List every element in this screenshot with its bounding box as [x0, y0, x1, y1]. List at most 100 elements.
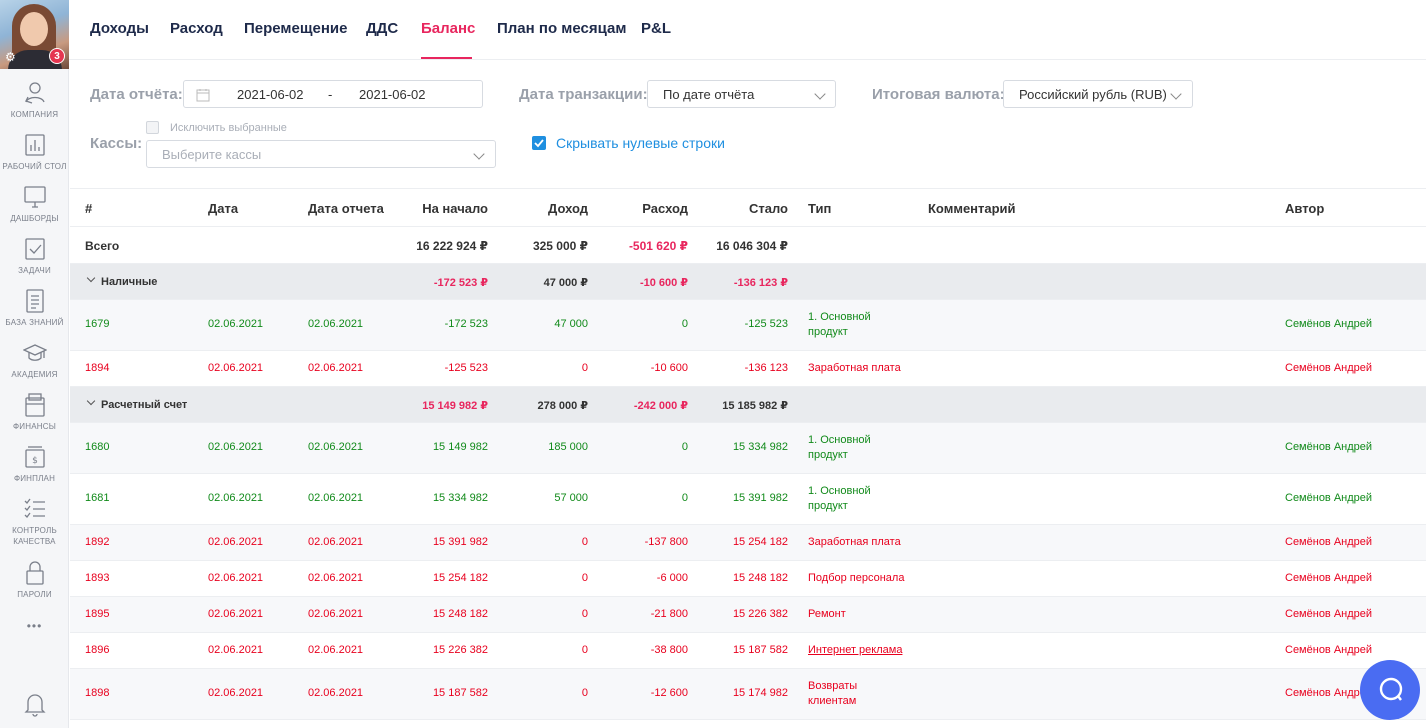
tab-monthly-plan[interactable]: План по месяцам [497, 20, 627, 37]
table-row[interactable]: 1680 02.06.2021 02.06.2021 15 149 982 185 00… [70, 423, 1426, 474]
row-date: 02.06.2021 [208, 536, 264, 548]
row-type[interactable]: 1. Основной [808, 485, 871, 497]
tab-dds[interactable]: ДДС [366, 20, 399, 37]
header-date: Дата [208, 201, 239, 216]
row-id[interactable]: 1680 [85, 441, 110, 453]
row-date: 02.06.2021 [208, 608, 264, 620]
table-row[interactable]: 1892 02.06.2021 02.06.2021 15 391 982 0 -137 … [70, 525, 1426, 561]
tab-income[interactable]: Доходы [90, 20, 149, 37]
monitor-icon [23, 186, 46, 208]
row-id[interactable]: 1895 [85, 608, 110, 620]
group-name: Расчетный счет [101, 399, 188, 411]
row-id[interactable]: 1896 [85, 644, 110, 656]
sidebar-item-tasks[interactable]: ЗАДАЧИ [0, 236, 69, 276]
header-author: Автор [1285, 201, 1325, 216]
checkbox-icon [24, 238, 45, 260]
hide-zero-label[interactable]: Скрывать нулевые строки [556, 135, 725, 151]
row-start: 15 226 382 [432, 644, 488, 656]
exclude-label: Исключить выбранные [170, 122, 287, 134]
row-type[interactable]: 1. Основной [808, 311, 871, 323]
row-author: Семёнов Андрей [1285, 362, 1373, 374]
row-type[interactable]: Заработная плата [808, 362, 901, 374]
sidebar-item-company[interactable]: КОМПАНИЯ [0, 80, 69, 120]
header-start: На начало [422, 201, 488, 216]
row-expense: -10 600 [650, 362, 688, 374]
row-id[interactable]: 1894 [85, 362, 110, 374]
row-type[interactable]: Подбор персонала [808, 572, 905, 584]
company-icon [24, 82, 45, 104]
chat-button[interactable] [1360, 660, 1420, 720]
sidebar-label-2: КАЧЕСТВА [13, 537, 56, 546]
table-row[interactable]: 1894 02.06.2021 02.06.2021 -125 523 0 -10 600… [70, 351, 1426, 387]
sidebar-item-desktop[interactable]: РАБОЧИЙ СТОЛ [0, 132, 69, 172]
date-from[interactable]: 2021-06-02 [237, 87, 304, 102]
sidebar-item-academy[interactable]: АКАДЕМИЯ [0, 340, 69, 380]
row-author: Семёнов Андрей [1285, 492, 1373, 504]
row-id[interactable]: 1679 [85, 318, 110, 330]
total-label: Всего [85, 239, 120, 253]
date-to[interactable]: 2021-06-02 [359, 87, 426, 102]
row-date: 02.06.2021 [208, 644, 264, 656]
row-type[interactable]: Интернет реклама [808, 644, 903, 656]
sidebar-item-finance[interactable]: ФИНАНСЫ [0, 392, 69, 432]
avatar[interactable]: ⚙ 3 [0, 0, 69, 69]
sidebar-item-knowledge-base[interactable]: БАЗА ЗНАНИЙ [0, 288, 69, 328]
chevron-down-icon [814, 88, 826, 100]
kassy-select[interactable]: Выберите кассы [146, 140, 496, 168]
lock-icon [25, 561, 44, 585]
row-type[interactable]: 1. Основной [808, 434, 871, 446]
sidebar-item-passwords[interactable]: ПАРОЛИ [0, 560, 69, 600]
group-row[interactable]: Расчетный счет 15 149 982 ₽ 278 000 ₽ -242 … [70, 387, 1426, 423]
row-report-date: 02.06.2021 [308, 536, 364, 548]
row-type[interactable]: Заработная плата [808, 536, 901, 548]
row-type[interactable]: Возвраты [808, 680, 858, 692]
row-report-date: 02.06.2021 [308, 492, 364, 504]
row-id[interactable]: 1892 [85, 536, 110, 548]
row-end: -136 123 [744, 362, 788, 374]
tab-balance[interactable]: Баланс [421, 20, 476, 37]
sidebar: ⚙ 3 КОМПАНИЯ РАБОЧИЙ СТОЛ ДАШБОРДЫ ЗАДАЧ… [0, 0, 69, 728]
row-report-date: 02.06.2021 [308, 572, 364, 584]
row-expense: -137 800 [644, 536, 688, 548]
table-row[interactable]: 1679 02.06.2021 02.06.2021 -172 523 47 000 0 -… [70, 300, 1426, 351]
checklist-icon [24, 498, 45, 518]
more-icon[interactable]: ••• [26, 619, 43, 633]
table-row[interactable]: 1898 02.06.2021 02.06.2021 15 187 582 0 -12 6… [70, 669, 1426, 720]
table-row[interactable]: 1681 02.06.2021 02.06.2021 15 334 982 57 000… [70, 474, 1426, 525]
transaction-date-select[interactable]: По дате отчёта [647, 80, 836, 108]
row-id[interactable]: 1898 [85, 687, 110, 699]
table-row[interactable]: 1895 02.06.2021 02.06.2021 15 248 182 0 -21 8… [70, 597, 1426, 633]
sidebar-item-dashboards[interactable]: ДАШБОРДЫ [0, 184, 69, 224]
group-expense: -242 000 ₽ [633, 400, 688, 412]
row-id[interactable]: 1893 [85, 572, 110, 584]
row-type-line2: клиентам [808, 695, 857, 707]
row-start: 15 391 982 [432, 536, 488, 548]
currency-select[interactable]: Российский рубль (RUB) [1003, 80, 1193, 108]
sidebar-item-quality-control[interactable]: КОНТРОЛЬ КАЧЕСТВА [0, 496, 69, 547]
table-row[interactable]: 1896 02.06.2021 02.06.2021 15 226 382 0 -38 8… [70, 633, 1426, 669]
row-id[interactable]: 1681 [85, 492, 110, 504]
total-row: Всего 16 222 924 ₽ 325 000 ₽ -501 620 ₽ 16 0… [70, 227, 1426, 264]
tab-pnl[interactable]: P&L [641, 20, 671, 37]
tab-expense[interactable]: Расход [170, 20, 223, 37]
chevron-down-icon[interactable] [86, 273, 96, 283]
tab-transfer[interactable]: Перемещение [244, 20, 348, 37]
sidebar-label: РАБОЧИЙ СТОЛ [2, 162, 67, 171]
row-report-date: 02.06.2021 [308, 318, 364, 330]
sidebar-label: ЗАДАЧИ [18, 266, 51, 275]
row-type[interactable]: Ремонт [808, 608, 846, 620]
group-expense: -10 600 ₽ [639, 277, 688, 289]
bell-icon[interactable] [0, 690, 69, 718]
exclude-checkbox[interactable] [146, 121, 159, 134]
group-row[interactable]: Наличные -172 523 ₽ 47 000 ₽ -10 600 ₽ -136 … [70, 264, 1426, 300]
row-author: Семёнов Андрей [1285, 572, 1373, 584]
chevron-down-icon[interactable] [86, 396, 96, 406]
hide-zero-checkbox[interactable] [532, 136, 546, 150]
table-row[interactable]: 1893 02.06.2021 02.06.2021 15 254 182 0 -6 00… [70, 561, 1426, 597]
gear-icon[interactable]: ⚙ [5, 50, 16, 64]
row-report-date: 02.06.2021 [308, 687, 364, 699]
sidebar-item-finplan[interactable]: $ ФИНПЛАН [0, 444, 69, 484]
date-range-picker[interactable]: 2021-06-02 - 2021-06-02 [183, 80, 483, 108]
sidebar-label: ФИНПЛАН [13, 474, 56, 483]
group-start: 15 149 982 ₽ [422, 400, 488, 412]
